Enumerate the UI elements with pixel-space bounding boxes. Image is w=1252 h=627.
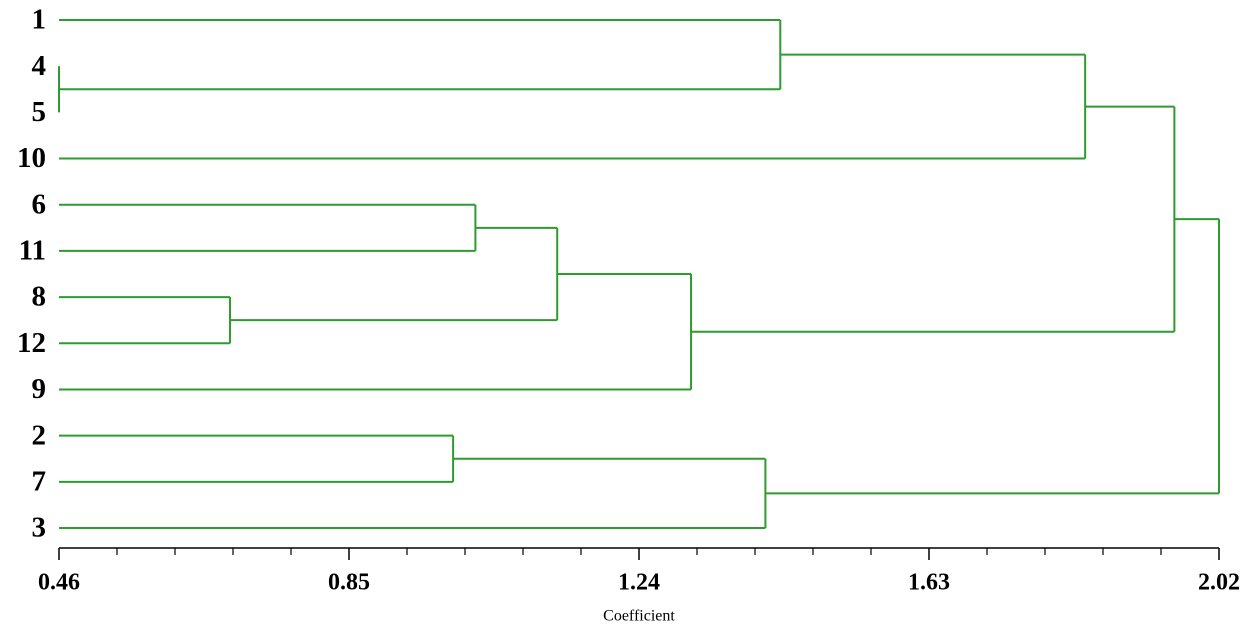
x-tick-label: 2.02: [1198, 570, 1240, 596]
leaf-label: 7: [32, 465, 47, 497]
x-tick-label: 1.63: [908, 570, 950, 596]
x-tick-label: 0.85: [328, 570, 370, 596]
x-tick-label: 1.24: [618, 570, 660, 596]
leaf-label: 9: [32, 373, 47, 405]
leaf-label: 12: [17, 327, 46, 359]
leaf-label: 8: [32, 281, 47, 313]
x-tick-label: 0.46: [38, 570, 80, 596]
leaf-label: 5: [32, 96, 47, 128]
leaf-label: 10: [17, 142, 46, 174]
leaf-label: 3: [32, 512, 47, 544]
leaf-label: 4: [32, 50, 47, 82]
leaf-label: 6: [32, 188, 47, 220]
leaf-label: 11: [19, 235, 46, 267]
leaf-label: 1: [32, 4, 47, 36]
leaf-label: 2: [32, 419, 47, 451]
x-axis-title: Coefficient: [603, 608, 675, 625]
